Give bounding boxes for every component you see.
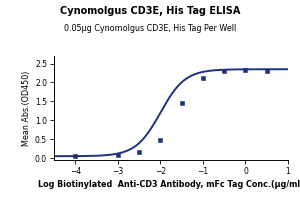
- X-axis label: Log Biotinylated  Anti-CD3 Antibody, mFc Tag Conc.(μg/ml): Log Biotinylated Anti-CD3 Antibody, mFc …: [38, 180, 300, 189]
- Text: Cynomolgus CD3E, His Tag ELISA: Cynomolgus CD3E, His Tag ELISA: [60, 6, 240, 16]
- Text: 0.05μg Cynomolgus CD3E, His Tag Per Well: 0.05μg Cynomolgus CD3E, His Tag Per Well: [64, 24, 236, 33]
- Y-axis label: Mean Abs.(OD450): Mean Abs.(OD450): [22, 70, 31, 146]
